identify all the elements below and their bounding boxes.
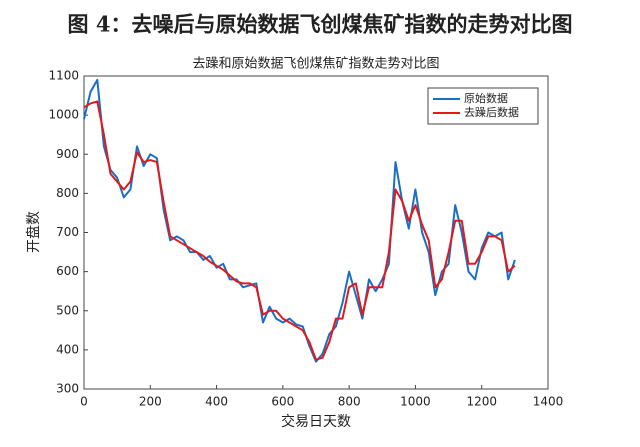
y-tick-label: 900: [56, 147, 79, 161]
x-tick-label: 400: [205, 395, 228, 409]
series-line: [83, 100, 516, 361]
x-tick-label: 800: [338, 395, 361, 409]
x-tick-label: 200: [139, 395, 162, 409]
caption: 图 4：去噪后与原始数据飞创煤焦矿指数的走势对比图: [68, 12, 573, 37]
y-tick-label: 400: [56, 342, 79, 356]
x-tick-label: 1200: [466, 395, 497, 409]
y-tick-label: 1000: [48, 108, 79, 122]
x-axis-label: 交易日天数: [281, 413, 351, 430]
y-tick-label: 1100: [48, 69, 79, 83]
y-tick-label: 700: [56, 225, 79, 239]
y-tick-label: 800: [56, 186, 79, 200]
legend-box: [427, 87, 539, 125]
legend-label: 原始数据: [464, 91, 508, 105]
y-tick-label: 600: [56, 264, 79, 278]
legend-label: 去躁后数据: [464, 105, 519, 119]
y-tick-label: 500: [56, 303, 79, 317]
y-tick-label: 300: [56, 382, 79, 396]
series-line: [83, 78, 516, 363]
chart-title: 去躁和原始数据飞创煤焦矿指数走势对比图: [192, 56, 439, 72]
y-axis-label: 开盘数: [25, 211, 42, 253]
x-tick-label: 1000: [400, 395, 431, 409]
x-tick-label: 1400: [533, 395, 564, 409]
x-tick-label: 0: [80, 395, 88, 409]
x-tick-label: 600: [271, 395, 294, 409]
